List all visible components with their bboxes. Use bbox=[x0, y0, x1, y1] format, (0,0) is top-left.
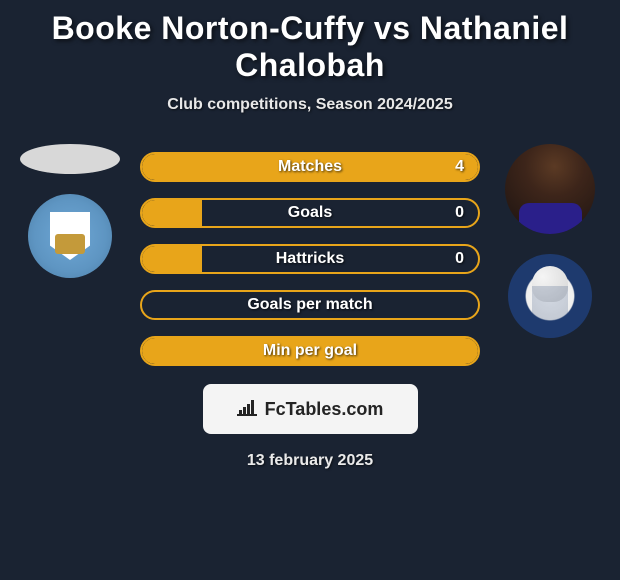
stat-bar: Matches 4 bbox=[140, 152, 480, 182]
brand-text: FcTables.com bbox=[265, 399, 384, 420]
stat-bar-fill bbox=[142, 246, 202, 272]
stat-label: Hattricks bbox=[276, 250, 344, 268]
stat-value: 0 bbox=[455, 204, 464, 222]
stat-bar: Goals 0 bbox=[140, 198, 480, 228]
brand-badge: FcTables.com bbox=[203, 384, 418, 434]
page-title: Booke Norton-Cuffy vs Nathaniel Chalobah bbox=[20, 10, 600, 84]
player1-club-crest bbox=[28, 194, 112, 278]
stat-label: Goals per match bbox=[247, 296, 372, 314]
player2-club-crest bbox=[508, 254, 592, 338]
comparison-panel: Matches 4 Goals 0 Hattricks 0 Goals per match M… bbox=[20, 144, 600, 366]
stat-value: 0 bbox=[455, 250, 464, 268]
stat-bar: Min per goal bbox=[140, 336, 480, 366]
stat-bar: Goals per match bbox=[140, 290, 480, 320]
chart-icon bbox=[237, 398, 259, 421]
stat-label: Min per goal bbox=[263, 342, 357, 360]
stat-bar: Hattricks 0 bbox=[140, 244, 480, 274]
stat-bar-fill bbox=[142, 200, 202, 226]
player2-photo bbox=[505, 144, 595, 234]
player1-photo-placeholder bbox=[20, 144, 120, 174]
stat-label: Matches bbox=[278, 158, 342, 176]
date-stamp: 13 february 2025 bbox=[20, 452, 600, 470]
left-column bbox=[20, 144, 120, 278]
right-column bbox=[500, 144, 600, 338]
stat-bars: Matches 4 Goals 0 Hattricks 0 Goals per match M… bbox=[140, 152, 480, 366]
stat-label: Goals bbox=[288, 204, 332, 222]
subtitle: Club competitions, Season 2024/2025 bbox=[20, 96, 600, 114]
stat-value: 4 bbox=[455, 158, 464, 176]
